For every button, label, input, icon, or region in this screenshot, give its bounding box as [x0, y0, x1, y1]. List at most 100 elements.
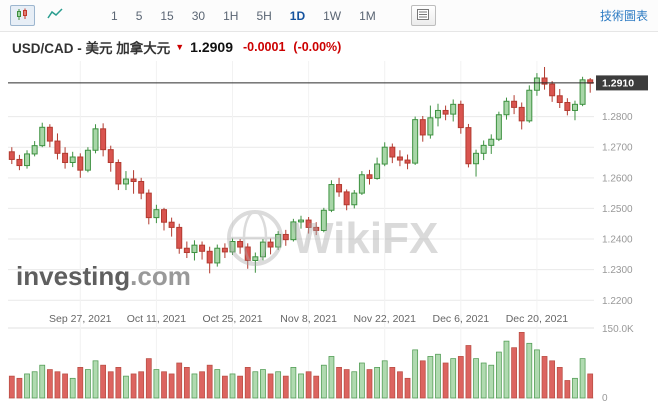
candle — [427, 105, 434, 139]
line-chart-button[interactable] — [42, 5, 67, 26]
indicators-panel-icon — [417, 8, 430, 23]
volume-bar — [511, 347, 517, 399]
candle — [267, 238, 274, 255]
volume-bar — [260, 369, 266, 399]
volume-bar — [168, 373, 175, 399]
candle — [115, 159, 122, 191]
candle — [366, 169, 373, 185]
candle — [24, 150, 31, 169]
candle — [100, 123, 107, 157]
last-price: 1.2909 — [190, 38, 233, 55]
candle — [298, 215, 304, 229]
volume-bar — [275, 371, 282, 399]
volume-bar — [252, 371, 259, 399]
candle — [457, 100, 464, 134]
timeframe-button-1W[interactable]: 1W — [323, 8, 342, 23]
investing-watermark: investing.com — [16, 261, 191, 291]
volume-axis-label-max: 150.0K — [602, 324, 634, 335]
candle — [419, 115, 426, 142]
technical-chart-link[interactable]: 技術圖表 — [599, 9, 648, 23]
volume-bar — [435, 353, 441, 399]
candle — [153, 204, 160, 224]
candle — [46, 124, 53, 148]
candle — [206, 246, 213, 274]
candle — [252, 252, 259, 273]
candle — [199, 241, 206, 260]
svg-text:investing.com: investing.com — [16, 261, 191, 291]
y-axis-label: 1.2700 — [602, 143, 633, 154]
volume-bar — [31, 371, 38, 399]
volume-bar — [366, 369, 373, 399]
candle — [305, 217, 312, 234]
candle — [290, 218, 297, 242]
candle — [191, 240, 198, 261]
volume-bar — [442, 362, 449, 399]
timeframe-button-1[interactable]: 1 — [111, 8, 118, 23]
candle — [145, 189, 152, 225]
timeframe-button-5[interactable]: 5 — [135, 8, 143, 23]
candle — [579, 76, 586, 107]
volume-bar — [92, 360, 99, 399]
candle — [358, 171, 365, 195]
volume-bar — [534, 349, 540, 399]
candle — [138, 177, 145, 200]
candle — [214, 244, 221, 267]
candle — [473, 149, 480, 177]
candle — [8, 147, 15, 165]
candle — [183, 241, 190, 259]
y-axis-label: 1.2600 — [602, 173, 633, 184]
candle — [122, 171, 129, 191]
volume-bar — [328, 356, 335, 399]
volume-bar — [412, 349, 419, 399]
volume-bar — [130, 373, 137, 399]
volume-bar — [290, 367, 297, 399]
volume-bar — [450, 358, 457, 399]
candle — [259, 239, 266, 261]
volume-bar — [100, 364, 107, 399]
volume-bar — [427, 356, 434, 399]
candlestick-chart-button[interactable] — [10, 5, 35, 26]
timeframe-button-1M[interactable]: 1M — [359, 8, 376, 23]
volume-bar — [572, 377, 578, 399]
volume-bar — [397, 371, 403, 399]
candle — [77, 153, 84, 178]
price-down-arrow-icon: ▼ — [175, 41, 185, 52]
volume-bar — [267, 373, 274, 399]
timeframe-button-1H[interactable]: 1H — [223, 8, 239, 23]
candle — [450, 99, 457, 122]
candle — [511, 95, 518, 115]
volume-bar — [229, 373, 236, 399]
candle — [442, 105, 449, 121]
y-axis-label: 1.2800 — [602, 112, 633, 123]
volume-bar — [107, 371, 114, 399]
x-axis-label: Oct 25, 2021 — [202, 313, 262, 325]
candle — [54, 133, 61, 160]
volume-bar — [495, 351, 502, 399]
candle — [541, 66, 548, 90]
candle — [480, 140, 487, 161]
volume-bar — [556, 367, 563, 399]
x-axis-label: Oct 11, 2021 — [127, 313, 187, 325]
volume-bar — [313, 375, 320, 399]
candlestick-chart[interactable]: 1.2800 1.2700 1.2600 1.2500 1.2400 1.2300 1.22… — [0, 61, 658, 410]
timeframe-button-30[interactable]: 30 — [191, 8, 206, 23]
volume-bar — [85, 369, 91, 399]
timeframe-button-5H[interactable]: 5H — [256, 8, 272, 23]
candle — [488, 134, 495, 154]
volume-bar — [526, 342, 533, 399]
timeframe-buttons: 1 5 15 30 1H 5H 1D 1W 1M — [102, 9, 385, 23]
candle — [62, 147, 69, 169]
timeframe-button-1D[interactable]: 1D — [289, 8, 306, 23]
candle — [549, 81, 556, 102]
volume-bar — [579, 358, 586, 399]
volume-bar — [473, 358, 479, 399]
volume-bar — [244, 367, 251, 399]
volume-bar — [282, 375, 289, 399]
candle — [92, 124, 99, 154]
volume-bar — [153, 369, 160, 399]
volume-bar — [381, 360, 388, 399]
volume-bar — [465, 345, 472, 399]
svg-text:1.2910: 1.2910 — [602, 77, 634, 89]
timeframe-button-15[interactable]: 15 — [160, 8, 174, 23]
indicators-panel-button[interactable] — [410, 5, 436, 26]
